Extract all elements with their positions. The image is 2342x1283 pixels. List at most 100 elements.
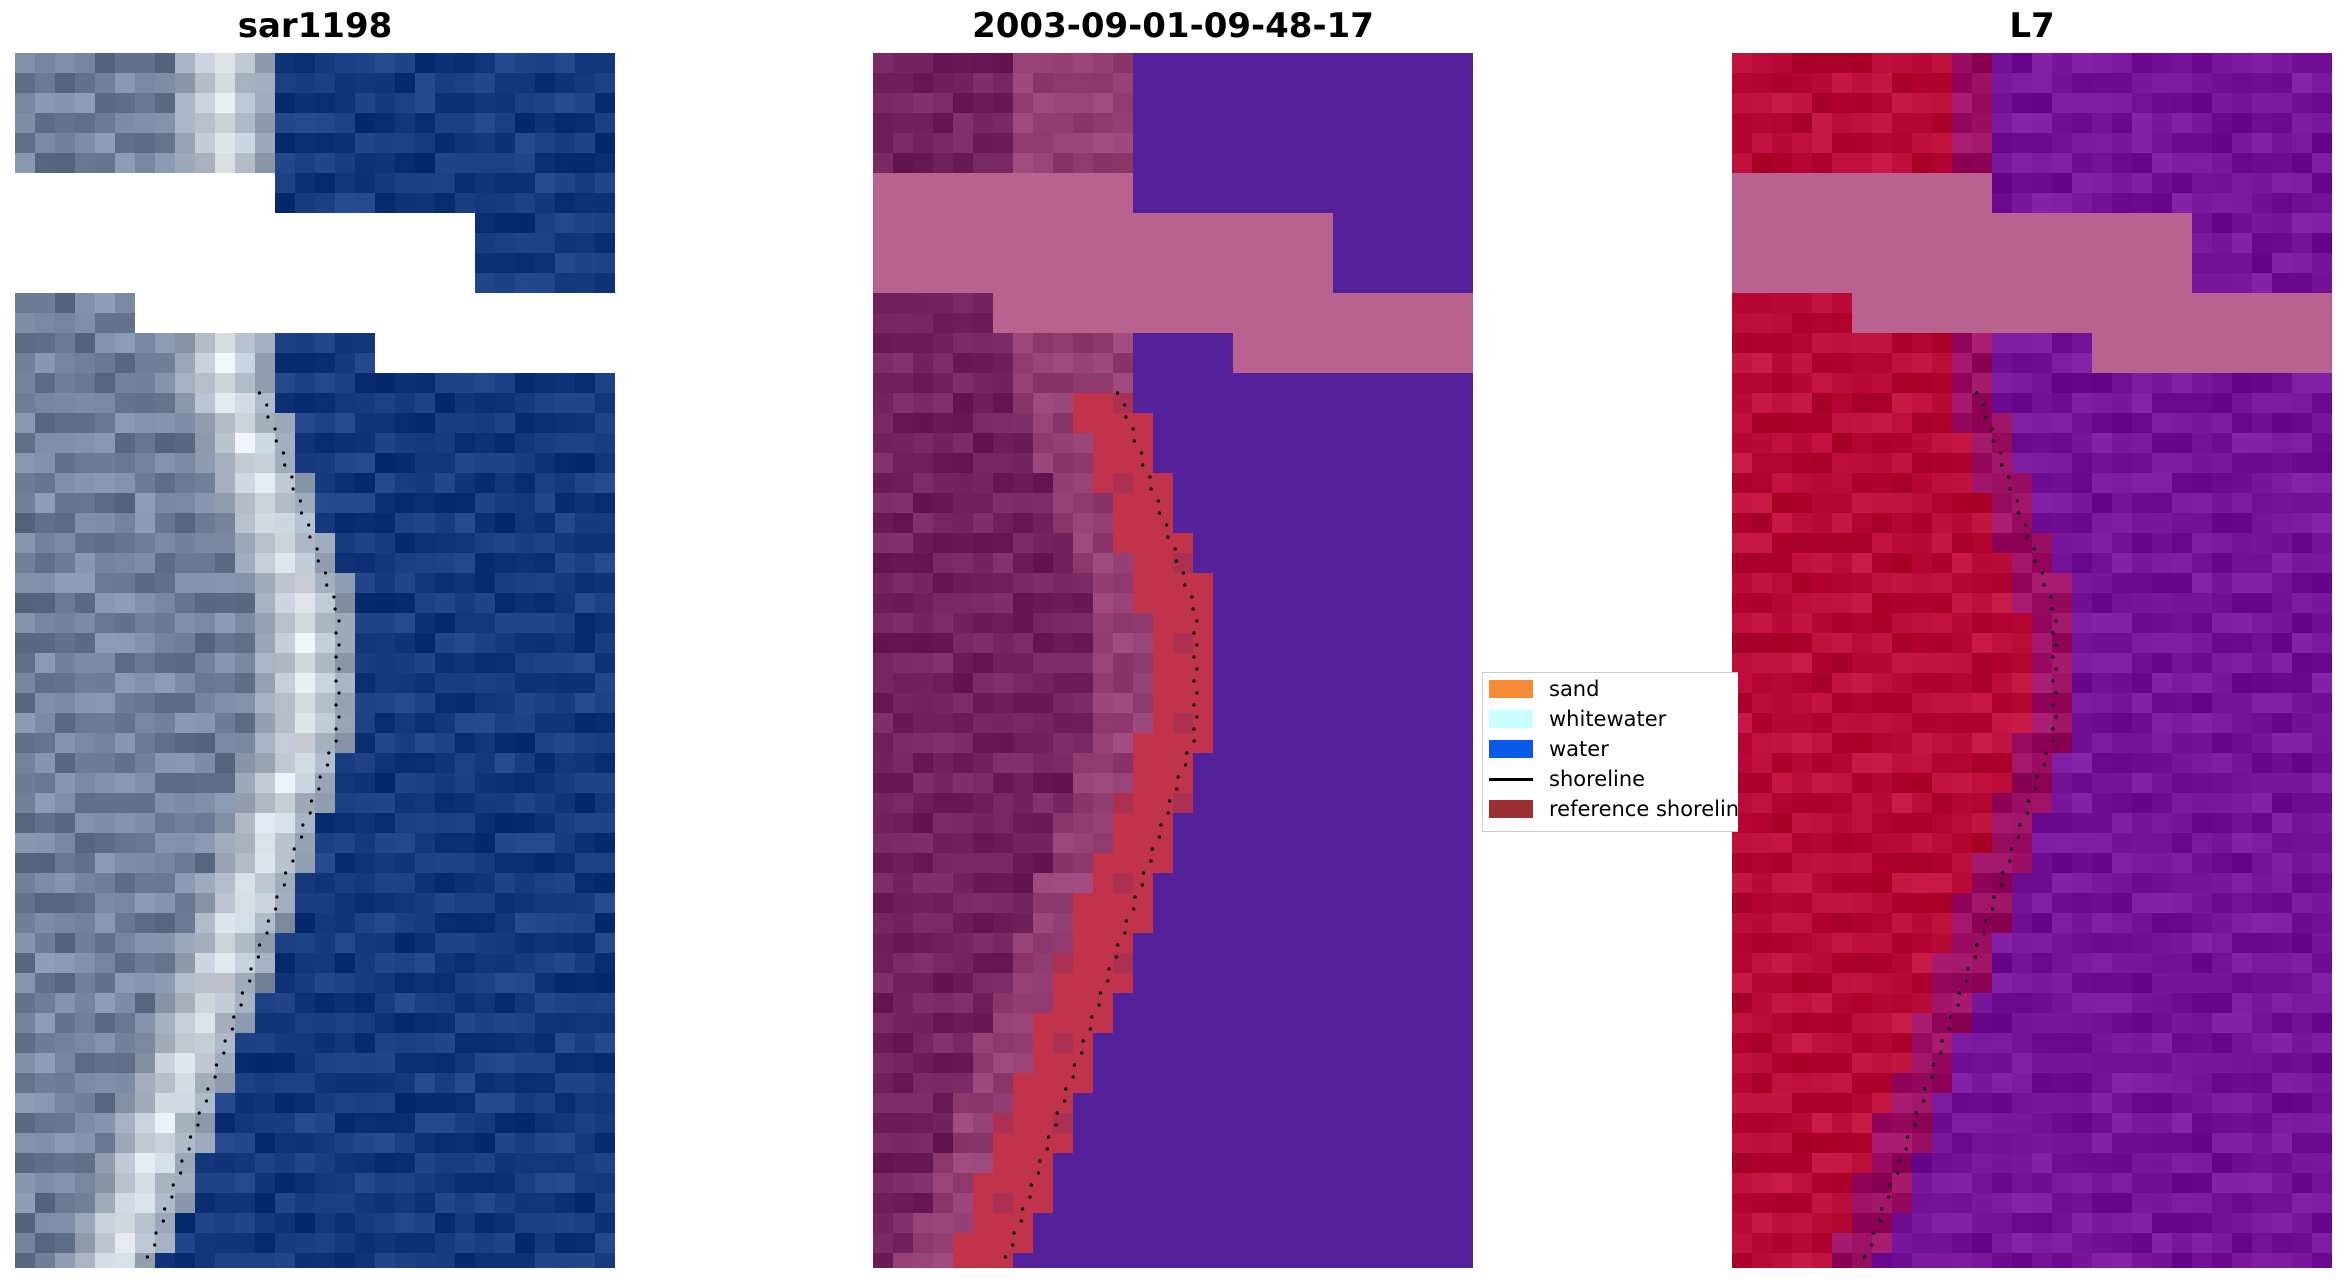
shoreline-point [308, 811, 312, 815]
shoreline-point [2016, 511, 2021, 515]
rgb-pixels [15, 53, 615, 1268]
shoreline-point [1949, 1015, 1953, 1019]
shoreline-point [2054, 715, 2058, 719]
shoreline-point [2025, 535, 2029, 539]
shoreline-point [334, 631, 338, 635]
shoreline-point [2001, 871, 2005, 875]
shoreline-point [1904, 1147, 1908, 1151]
shoreline-point [2000, 463, 2004, 467]
shoreline-point [1071, 1075, 1075, 1079]
shoreline-point [1081, 1039, 1085, 1043]
shoreline-point [1195, 619, 1199, 623]
shoreline-point [1195, 691, 1199, 695]
shoreline-point [232, 1015, 236, 1019]
shoreline-point [1167, 799, 1172, 803]
shoreline-point [334, 655, 338, 659]
shoreline-point [256, 955, 260, 959]
shoreline-point [240, 991, 244, 995]
shoreline-point [1965, 979, 1969, 983]
shoreline-point [2042, 583, 2046, 587]
shoreline-point [1862, 1255, 1866, 1259]
class-shoreline-dots [1003, 391, 1199, 1259]
shoreline-point [1038, 1159, 1042, 1163]
shoreline-point [1157, 835, 1162, 839]
class-pixels [873, 53, 1473, 1268]
shoreline-point [2034, 787, 2038, 791]
shoreline-point [1982, 931, 1986, 935]
shoreline-point [2054, 691, 2058, 695]
shoreline-point [1148, 475, 1152, 479]
shoreline-point [1166, 811, 1170, 815]
shoreline-point [1957, 991, 1961, 995]
shoreline-point [1878, 1219, 1882, 1223]
shoreline-point [266, 415, 270, 419]
shoreline-point [1992, 895, 1996, 899]
shoreline-point [334, 679, 338, 683]
shoreline-point [332, 595, 336, 599]
shoreline-point [325, 763, 330, 767]
shoreline-point [223, 1039, 227, 1043]
sand-swatch [1489, 680, 1533, 698]
shoreline-point [2049, 595, 2053, 599]
shoreline-point [275, 895, 279, 899]
shoreline-point [1998, 451, 2003, 455]
shoreline-point [1133, 895, 1137, 899]
shoreline-point [249, 967, 253, 971]
shoreline-point [337, 691, 341, 695]
legend-label-reference-shoreline: reference shoreline [1549, 797, 1738, 821]
shoreline-point [1097, 1003, 1101, 1007]
shoreline-point [222, 1051, 226, 1055]
shoreline-point [1080, 1051, 1084, 1055]
shoreline-point [1966, 967, 1970, 971]
shoreline-point [1192, 655, 1196, 659]
shoreline-point [1982, 403, 1986, 407]
shoreline-point [301, 823, 305, 827]
shoreline-point [291, 859, 295, 863]
shoreline-point [308, 535, 312, 539]
shoreline-point [1973, 955, 1977, 959]
shoreline-point [1947, 1027, 1952, 1031]
shoreline-point [1195, 643, 1199, 647]
rgb-shoreline-dots [145, 391, 341, 1259]
shoreline-point [153, 1243, 157, 1247]
shoreline-point [1157, 511, 1162, 515]
shoreline-point [292, 847, 296, 851]
shoreline-point [1011, 1243, 1015, 1247]
shoreline-point [283, 463, 287, 467]
shoreline-point [1107, 967, 1111, 971]
shoreline-point [1930, 1075, 1934, 1079]
shoreline-point [2033, 559, 2037, 563]
shoreline-point [337, 667, 341, 671]
shoreline-point [1116, 943, 1120, 947]
shoreline-point [309, 799, 314, 803]
shoreline-point [298, 499, 302, 503]
shoreline-point [2051, 631, 2055, 635]
shoreline-point [299, 511, 304, 515]
shoreline-point [337, 715, 341, 719]
rgb-image [15, 53, 615, 1268]
shoreline-point [1195, 667, 1199, 671]
shoreline-point [1174, 559, 1178, 563]
shoreline-point [1931, 1063, 1936, 1067]
shoreline-point [2008, 487, 2012, 491]
shoreline-point [1173, 547, 1177, 551]
legend-label-sand: sand [1549, 677, 1600, 701]
shoreline-point [1175, 787, 1179, 791]
shoreline-point [2051, 655, 2055, 659]
shoreline-point [1185, 751, 1189, 755]
shoreline-point [2051, 739, 2055, 743]
shoreline-point [1165, 523, 1169, 527]
shoreline-point [315, 547, 319, 551]
shoreline-point [1139, 451, 1144, 455]
shoreline-point [274, 907, 278, 911]
shoreline-point [1046, 1135, 1051, 1139]
shoreline-point [265, 931, 269, 935]
legend-item-whitewater: whitewater [1489, 707, 1666, 731]
shoreline-point [1192, 679, 1196, 683]
shoreline-point [1149, 859, 1153, 863]
shoreline-point [145, 1255, 149, 1259]
shoreline-point [179, 1171, 183, 1175]
shoreline-point [188, 1135, 193, 1139]
shoreline-point [1123, 931, 1127, 935]
shoreline-point [2015, 499, 2019, 503]
